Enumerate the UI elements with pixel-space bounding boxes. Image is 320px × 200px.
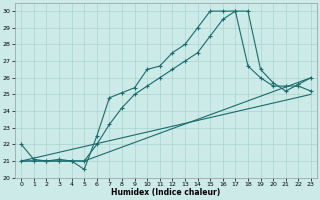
X-axis label: Humidex (Indice chaleur): Humidex (Indice chaleur)	[111, 188, 221, 197]
